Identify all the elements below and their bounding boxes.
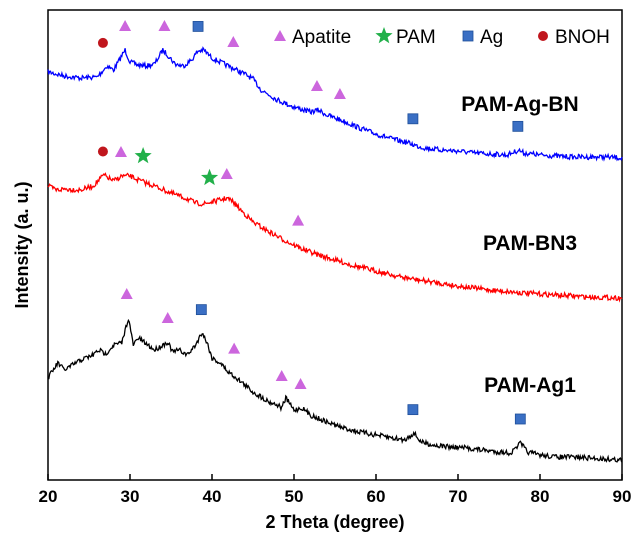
bnoh-marker <box>97 146 108 157</box>
series-label-pam-ag-bn: PAM-Ag-BN <box>461 93 578 116</box>
legend: Apatite PAM Ag BNOH <box>274 27 610 48</box>
apatite-marker <box>120 288 133 299</box>
ag-marker <box>407 404 419 416</box>
legend-label: Ag <box>480 27 503 48</box>
ag-marker <box>192 21 204 32</box>
x-tick-label: 50 <box>285 487 304 506</box>
apatite-marker <box>228 342 241 354</box>
bnoh-marker <box>538 31 548 41</box>
series-label-pam-ag1: PAM-Ag1 <box>484 374 576 397</box>
apatite-marker <box>292 214 305 226</box>
apatite-marker <box>275 370 288 381</box>
ag-marker <box>407 113 419 125</box>
legend-label: PAM <box>396 27 436 48</box>
legend-entry-pam: PAM <box>375 27 436 48</box>
x-axis-title: 2 Theta (degree) <box>265 512 404 532</box>
series-line-pam-ag-bn <box>47 46 623 162</box>
y-axis-title: Intensity (a. u.) <box>12 181 32 308</box>
legend-entry-apatite: Apatite <box>274 27 351 48</box>
pam-marker <box>201 168 219 186</box>
pam-marker <box>134 147 152 164</box>
apatite-marker <box>294 378 307 389</box>
bnoh-marker <box>97 37 108 48</box>
series-line-pam-bn3 <box>47 172 623 303</box>
ag-marker <box>462 30 474 42</box>
series-label-pam-bn3: PAM-BN3 <box>483 232 577 255</box>
peak-markers <box>97 20 526 425</box>
x-tick-label: 30 <box>121 487 140 506</box>
series-labels: PAM-Ag-BN PAM-BN3 PAM-Ag1 <box>461 93 578 397</box>
apatite-marker <box>274 30 286 41</box>
series-line-pam-ag1 <box>47 318 623 463</box>
x-tick-label: 20 <box>39 487 58 506</box>
pam-marker <box>375 27 393 44</box>
plot-frame <box>47 9 623 481</box>
ag-marker <box>514 413 526 425</box>
apatite-marker <box>310 80 323 91</box>
apatite-marker <box>227 36 240 47</box>
x-tick-label: 70 <box>449 487 468 506</box>
apatite-marker <box>119 20 132 31</box>
x-tick-label: 40 <box>203 487 222 506</box>
apatite-marker <box>333 88 346 99</box>
x-axis-ticks: 20 30 40 50 60 70 80 90 <box>39 474 632 506</box>
legend-label: Apatite <box>292 27 351 48</box>
ag-marker <box>195 304 207 316</box>
x-tick-label: 80 <box>531 487 550 506</box>
x-tick-label: 90 <box>613 487 632 506</box>
legend-entry-ag: Ag <box>462 27 503 48</box>
legend-label: BNOH <box>555 27 610 48</box>
apatite-marker <box>114 146 127 157</box>
ag-marker <box>512 120 524 132</box>
x-tick-label: 60 <box>367 487 386 506</box>
apatite-marker <box>161 312 174 323</box>
apatite-marker <box>220 168 233 179</box>
apatite-marker <box>158 20 171 31</box>
series-layer <box>47 46 623 463</box>
legend-entry-bnoh: BNOH <box>538 27 610 48</box>
